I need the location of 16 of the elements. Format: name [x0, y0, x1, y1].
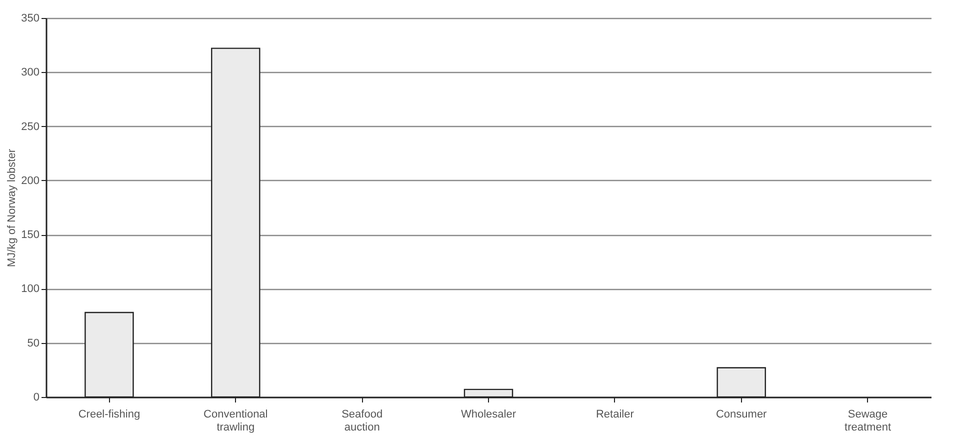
- y-tick-label: 350: [21, 12, 40, 24]
- y-tick-label: 250: [21, 120, 40, 133]
- x-tick-label: Wholesaler: [460, 408, 516, 420]
- y-tick-label: 200: [21, 174, 40, 187]
- x-tick-label: Creel-fishing: [78, 408, 140, 420]
- x-tick-label: Seafood auction: [342, 408, 383, 434]
- x-tick-label: Retailer: [596, 408, 634, 420]
- y-tick-label: 100: [21, 283, 40, 296]
- y-tick-label: 0: [33, 392, 40, 404]
- y-tick-label: 300: [21, 66, 40, 79]
- y-tick-label: 50: [27, 337, 40, 350]
- y-axis-title: MJ/kg of Norway lobster: [6, 148, 18, 267]
- y-tick-label: 150: [21, 229, 40, 242]
- x-tick-label: Conventional trawling: [204, 408, 268, 434]
- x-tick-label: Consumer: [716, 408, 768, 420]
- x-tick-label: Sewage treatment: [844, 408, 892, 434]
